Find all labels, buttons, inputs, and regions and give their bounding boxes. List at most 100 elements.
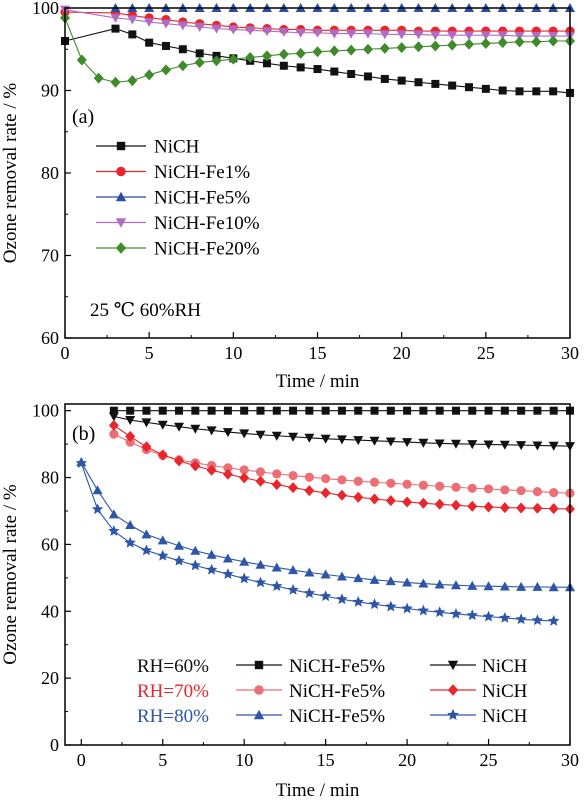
x-tick-label: 5 — [158, 750, 167, 770]
data-point-triangle-down — [110, 13, 121, 23]
data-point-diamond — [239, 472, 250, 484]
data-point-triangle-up — [467, 580, 478, 590]
data-point-diamond — [125, 430, 136, 442]
y-tick-label: 70 — [41, 246, 59, 266]
data-point-triangle-down — [497, 31, 508, 41]
data-point-diamond — [76, 54, 87, 66]
data-point-triangle-down — [464, 31, 474, 41]
panel-a-series — [60, 3, 575, 97]
data-point-triangle-up — [516, 581, 527, 591]
data-point-diamond — [434, 498, 445, 510]
data-point-star — [238, 572, 250, 584]
data-point-star — [254, 576, 267, 588]
data-point-triangle-down — [194, 22, 205, 32]
data-point-diamond — [141, 441, 152, 453]
data-point-circle — [500, 485, 510, 495]
series-RH=80%-NiCH-Fe5% — [76, 457, 575, 592]
data-point-square — [500, 406, 509, 415]
data-point-triangle-down — [288, 432, 299, 442]
data-point-triangle-up — [304, 567, 315, 577]
data-point-star — [189, 559, 202, 571]
data-point-triangle-down — [499, 440, 510, 450]
legend-entry-RH=60%-NiCH: NiCH — [430, 656, 528, 677]
series-line — [80, 462, 554, 622]
data-point-triangle-up — [548, 582, 559, 592]
data-point-triangle-down — [467, 440, 478, 450]
data-point-circle — [435, 481, 445, 491]
y-tick-label: 60 — [41, 534, 59, 554]
data-point-star — [531, 614, 544, 626]
panel-a-label: (a) — [72, 106, 94, 128]
data-point-star — [336, 593, 348, 605]
panel-b-y-axis-label: Ozone removal rate / % — [0, 484, 21, 665]
data-point-diamond — [295, 47, 306, 59]
data-point-square — [178, 45, 187, 54]
data-point-triangle-up — [206, 549, 217, 559]
legend-entry-RH=60%-NiCH-Fe5%: NiCH-Fe5% — [236, 656, 385, 677]
data-point-square — [207, 406, 216, 415]
series-NiCH — [61, 24, 574, 97]
series-RH=80%-NiCH — [75, 457, 560, 626]
data-point-diamond — [480, 37, 491, 49]
data-point-circle — [516, 485, 526, 496]
data-point-triangle-up — [418, 578, 429, 588]
legend-row-RH=80%: RH=80% NiCH-Fe5% NiCH — [137, 706, 528, 727]
data-point-star — [222, 568, 234, 580]
data-point-star — [205, 563, 218, 575]
data-point-triangle-down — [228, 25, 239, 35]
data-point-triangle-down — [379, 30, 390, 40]
data-point-triangle-up — [385, 576, 396, 586]
x-tick-label: 25 — [477, 343, 495, 363]
data-point-circle — [109, 429, 119, 439]
data-point-triangle-up — [141, 529, 152, 539]
data-point-diamond — [450, 499, 461, 511]
data-point-square — [272, 406, 281, 415]
data-point-diamond — [499, 502, 510, 514]
data-point-triangle-down — [450, 439, 461, 449]
legend-row-RH=70%: RH=70% NiCH-Fe5% NiCH — [137, 681, 528, 702]
data-point-diamond — [222, 468, 233, 480]
panel-a-x-axis-label: Time / min — [276, 371, 360, 392]
data-point-triangle-down — [430, 31, 441, 41]
data-point-square — [223, 406, 232, 415]
data-point-diamond — [514, 36, 525, 48]
data-point-diamond — [255, 475, 266, 487]
data-point-square — [175, 406, 184, 415]
y-tick-label: 80 — [41, 468, 59, 488]
data-point-diamond — [194, 56, 205, 68]
legend-marker-circle — [254, 685, 264, 695]
data-point-square — [414, 78, 423, 87]
data-point-diamond — [531, 36, 542, 48]
data-point-circle — [532, 486, 543, 497]
data-point-square — [321, 406, 330, 415]
data-point-triangle-down — [548, 441, 559, 451]
data-point-triangle-down — [161, 19, 171, 29]
legend-entry-NiCH-Fe10%: NiCH-Fe10% — [96, 213, 260, 234]
data-point-square — [484, 406, 493, 415]
data-point-diamond — [211, 55, 222, 67]
data-point-triangle-down — [141, 418, 152, 428]
data-point-square — [240, 406, 249, 415]
data-point-triangle-down — [413, 30, 424, 40]
panel-b-chart: 0 5 10 15 20 25 30 0 20 40 60 80 100 Ozone removal r… — [0, 401, 579, 800]
data-point-circle — [451, 482, 461, 492]
legend-entry-RH=70%-NiCH-Fe5%: NiCH-Fe5% — [236, 681, 385, 702]
data-point-triangle-up — [157, 535, 168, 545]
data-point-star — [108, 525, 120, 536]
x-tick-label: 10 — [235, 750, 253, 770]
data-point-square — [109, 406, 118, 415]
legend-entry-NiCH: NiCH — [96, 137, 200, 158]
data-point-diamond — [93, 72, 104, 84]
data-point-triangle-up — [532, 581, 543, 591]
legend-label: NiCH-Fe5% — [289, 656, 385, 677]
data-point-triangle-down — [108, 412, 119, 422]
data-point-diamond — [190, 460, 201, 472]
data-point-diamond — [346, 44, 357, 56]
data-point-square — [330, 67, 339, 76]
data-point-square — [549, 87, 558, 96]
legend-entry-NiCH-Fe20%: NiCH-Fe20% — [96, 239, 260, 260]
data-point-square — [380, 74, 389, 83]
data-point-star — [352, 595, 364, 607]
panel-a-y-axis-label: Ozone removal rate / % — [0, 83, 21, 264]
